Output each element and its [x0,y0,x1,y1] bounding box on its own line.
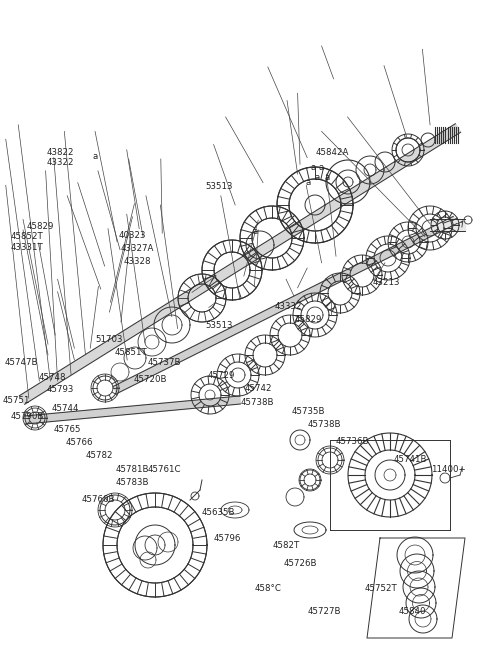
Text: a: a [315,173,320,182]
Text: 43213: 43213 [372,278,400,287]
Text: 45793: 45793 [47,385,74,394]
Text: 43332: 43332 [275,302,302,311]
Text: 43327A: 43327A [121,244,155,253]
Text: a: a [305,178,311,187]
Text: 45790B: 45790B [11,412,44,421]
Text: 43322: 43322 [46,158,73,168]
Polygon shape [19,124,461,404]
Text: 45747B: 45747B [5,358,38,367]
Text: 43822: 43822 [46,148,73,157]
Text: 45781B: 45781B [115,465,149,474]
Text: 45852T: 45852T [11,232,43,241]
Text: 45783B: 45783B [115,478,149,487]
Text: 40323: 40323 [119,231,146,240]
Text: 45729: 45729 [207,371,235,380]
Text: 11400+: 11400+ [431,464,466,474]
Text: 45736B: 45736B [336,437,370,446]
Text: 45765: 45765 [54,425,81,434]
Text: 45742: 45742 [245,384,272,394]
Text: 45726B: 45726B [283,559,317,568]
Text: 45744: 45744 [52,404,79,413]
Text: 45840: 45840 [398,606,426,616]
Text: 45766: 45766 [65,438,93,447]
Text: 45735B: 45735B [292,407,325,416]
Text: 45738B: 45738B [241,397,275,407]
Text: 45829: 45829 [27,221,54,231]
Polygon shape [24,396,240,424]
Text: 45760B: 45760B [82,495,115,504]
Text: 53513: 53513 [205,321,233,330]
Text: 45752T: 45752T [365,583,397,593]
Text: 45720B: 45720B [133,375,167,384]
Text: 53513: 53513 [205,182,233,191]
Text: a: a [319,163,324,172]
Polygon shape [113,216,457,394]
Text: 45738B: 45738B [307,420,341,429]
Text: 51703: 51703 [95,334,122,344]
Text: a: a [252,227,258,236]
Text: 45741B: 45741B [394,455,427,464]
Text: 45727B: 45727B [307,606,341,616]
Text: 45737B: 45737B [148,358,181,367]
Text: a: a [310,163,315,172]
Text: 458°C: 458°C [254,583,281,593]
Text: 45851T: 45851T [114,348,147,357]
Text: 4582T: 4582T [273,541,300,550]
Text: 43331T: 43331T [11,242,43,252]
Text: 45842A: 45842A [316,148,349,157]
Text: 45748: 45748 [38,373,66,382]
Text: 45751: 45751 [3,396,30,405]
Text: a: a [92,152,97,161]
Text: 45782: 45782 [85,451,113,461]
Text: 45635B: 45635B [202,508,235,517]
Text: a: a [324,173,330,182]
Polygon shape [430,219,465,231]
Text: 45829: 45829 [295,315,322,324]
Polygon shape [367,538,465,638]
Text: 45796: 45796 [214,534,241,543]
Text: 43328: 43328 [124,257,151,266]
Text: 45761C: 45761C [148,465,181,474]
